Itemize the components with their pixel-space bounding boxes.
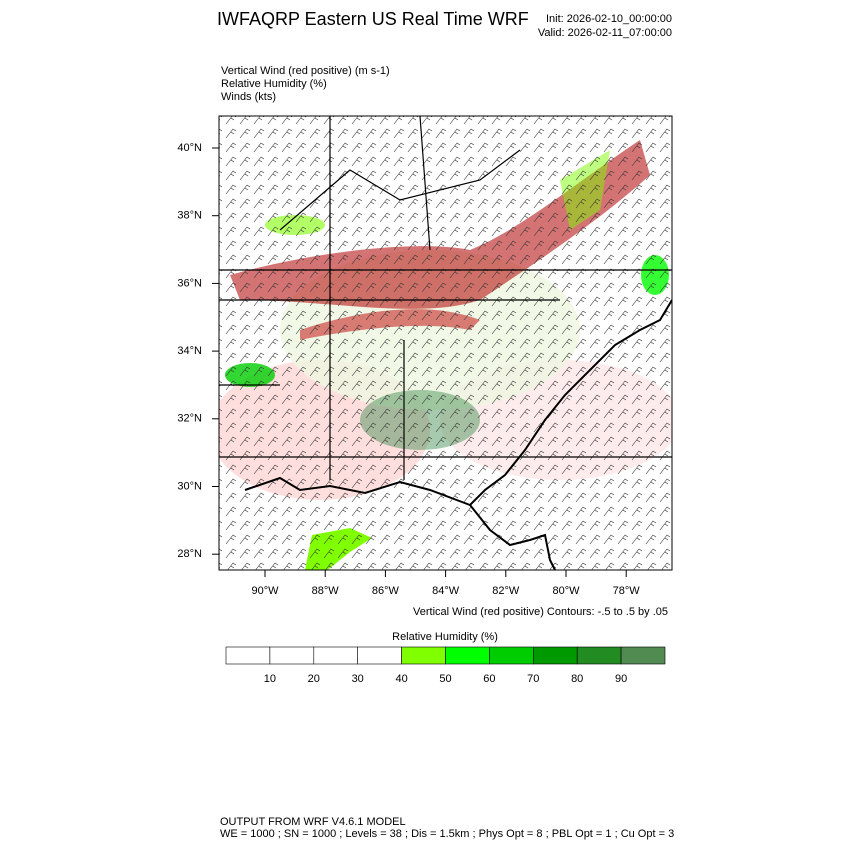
lon-axis: 90°W 88°W 86°W 84°W 82°W 80°W 78°W (251, 570, 640, 597)
colorbar-box (357, 646, 402, 665)
colorbar-box (401, 646, 446, 665)
colorbar-label: 10 (264, 673, 276, 685)
colorbar-box (445, 646, 490, 665)
field-label: Vertical Wind (red positive) (m s-1) (221, 65, 390, 77)
footer-line: OUTPUT FROM WRF V4.6.1 MODEL (220, 816, 406, 828)
colorbar-box (576, 646, 622, 665)
field-label: Winds (kts) (221, 91, 276, 103)
lat-label: 32°N (177, 413, 202, 425)
lon-label: 82°W (492, 585, 520, 597)
colorbar-box (313, 646, 358, 665)
colorbar-box (532, 646, 578, 665)
lon-label: 86°W (372, 585, 400, 597)
map-field (219, 116, 672, 570)
lat-label: 28°N (177, 548, 202, 560)
lon-label: 78°W (613, 585, 641, 597)
colorbar-label: 40 (395, 673, 407, 685)
colorbar-label: 20 (308, 673, 320, 685)
lat-label: 40°N (177, 142, 202, 154)
colorbar-label: 50 (439, 673, 451, 685)
colorbar-label: 60 (483, 673, 495, 685)
lon-label: 84°W (432, 585, 460, 597)
lat-label: 30°N (177, 480, 202, 492)
colorbar-label: 70 (527, 673, 539, 685)
field-label: Relative Humidity (%) (221, 78, 327, 90)
lon-label: 90°W (251, 585, 279, 597)
lon-label: 80°W (552, 585, 580, 597)
title: IWFAQRP Eastern US Real Time WRF (217, 9, 529, 29)
colorbar-label: 80 (571, 673, 583, 685)
colorbar: 10 20 30 40 50 60 70 80 90 (225, 646, 666, 685)
lon-label: 88°W (312, 585, 340, 597)
colorbar-title: Relative Humidity (%) (392, 631, 498, 643)
contour-note: Vertical Wind (red positive) Contours: -… (413, 606, 668, 618)
lat-label: 38°N (177, 210, 202, 222)
colorbar-box (269, 646, 315, 665)
lat-axis: 40°N 38°N 36°N 34°N 32°N 30°N 28°N (177, 142, 219, 560)
colorbar-box (225, 646, 271, 665)
valid-time: Valid: 2026-02-11_07:00:00 (538, 27, 672, 39)
colorbar-label: 30 (352, 673, 364, 685)
colorbar-box (489, 646, 534, 665)
lat-label: 36°N (177, 277, 202, 289)
lat-label: 34°N (177, 345, 202, 357)
colorbar-label: 90 (615, 673, 627, 685)
init-time: Init: 2026-02-10_00:00:00 (546, 13, 672, 25)
footer-line: WE = 1000 ; SN = 1000 ; Levels = 38 ; Di… (220, 828, 674, 840)
colorbar-box (620, 646, 666, 665)
